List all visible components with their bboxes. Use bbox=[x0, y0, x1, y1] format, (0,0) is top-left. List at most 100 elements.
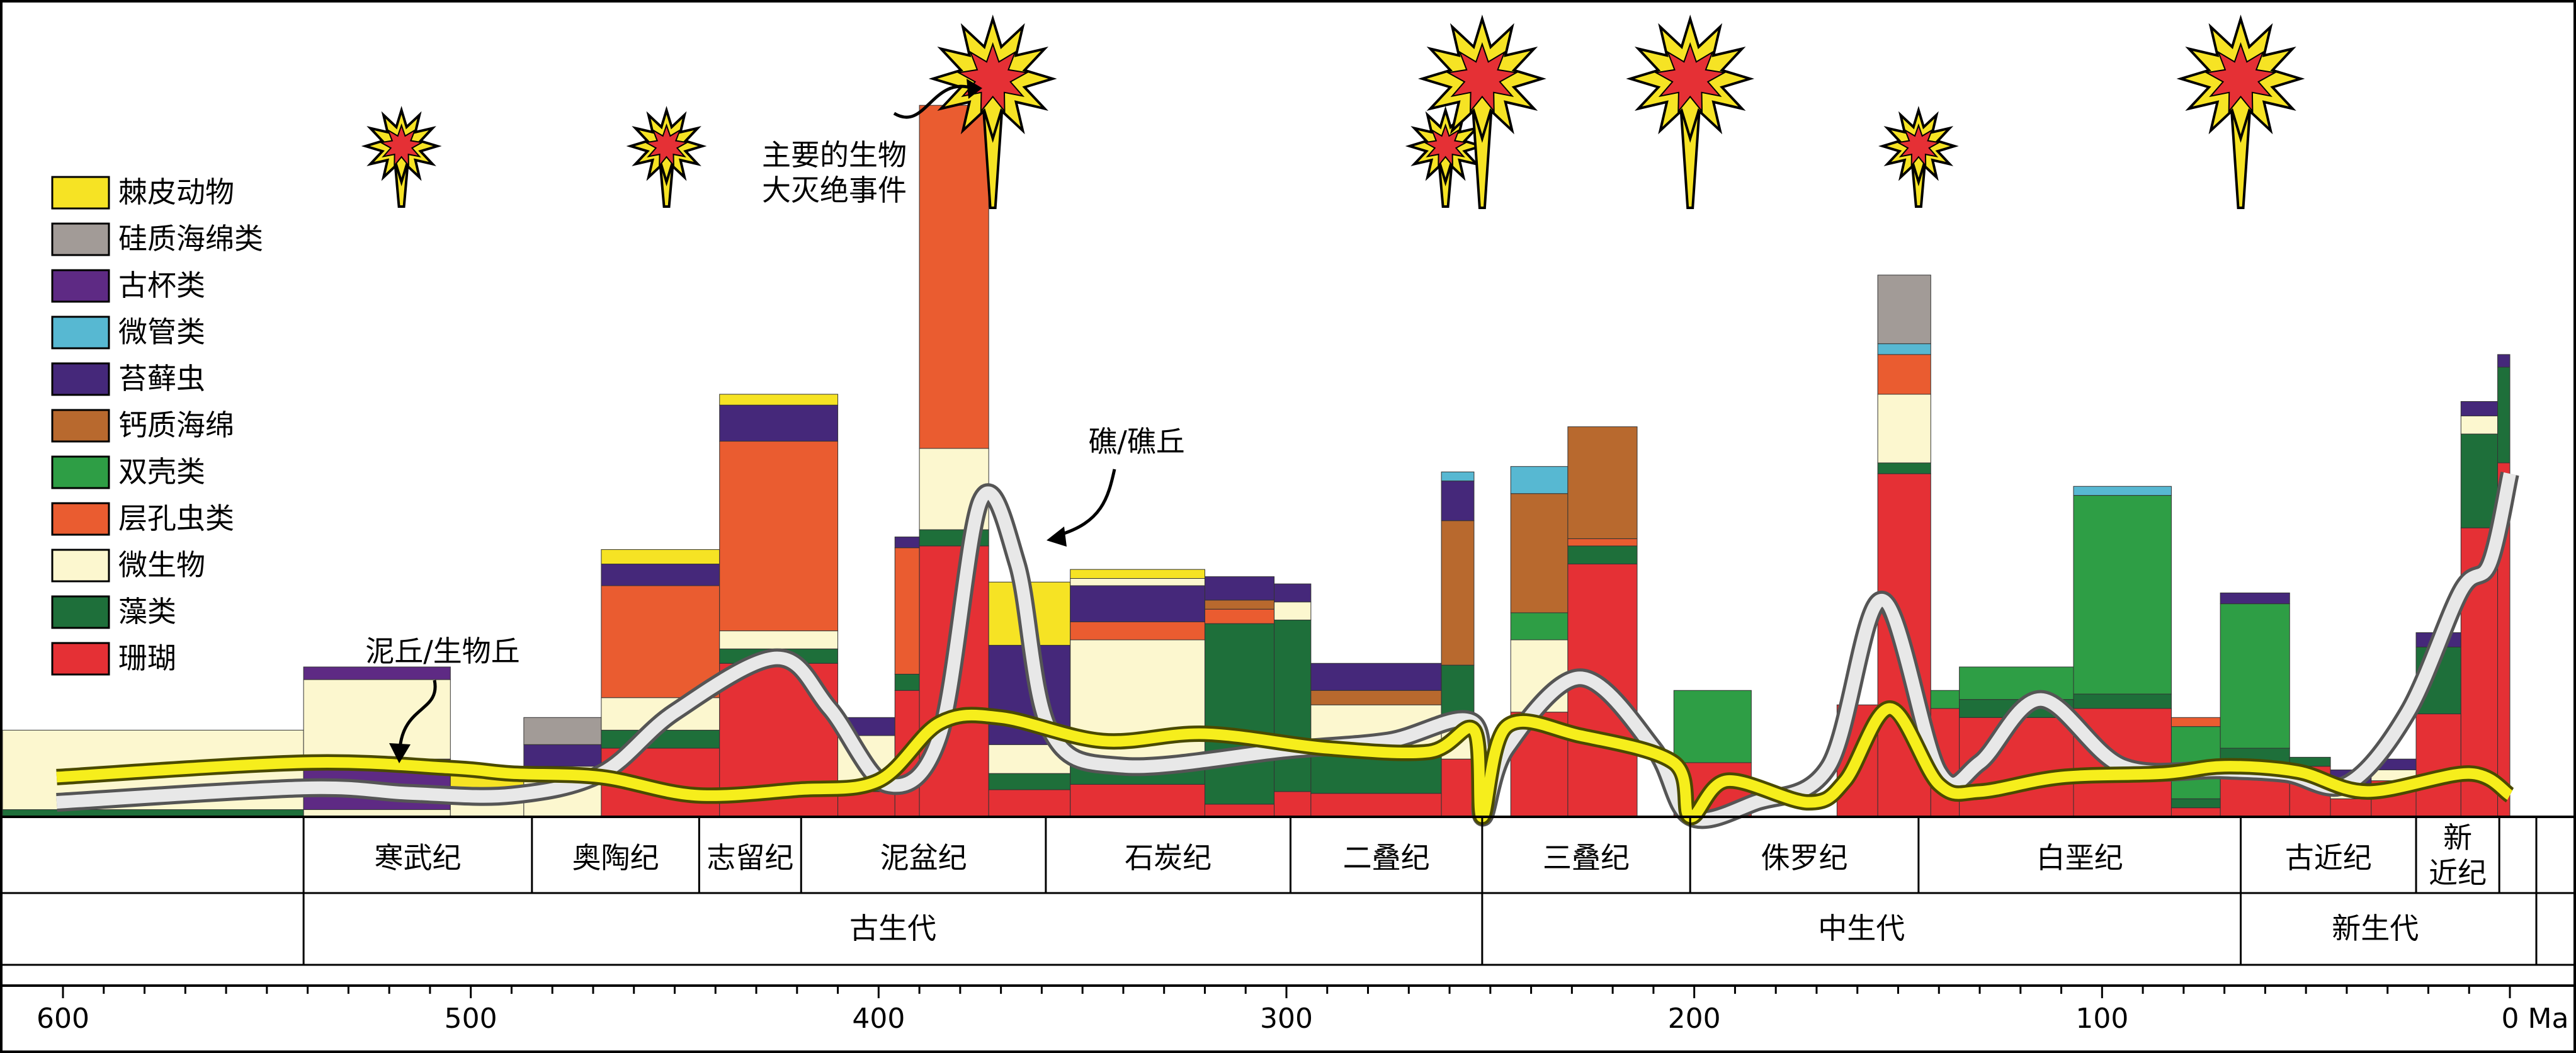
bar-segment-bryozoans bbox=[1274, 583, 1312, 603]
extinction-star-core bbox=[1896, 123, 1941, 168]
bar-segment-corals bbox=[2415, 714, 2461, 817]
bar-segment-bivalves bbox=[1510, 612, 1569, 640]
era-label: 新生代 bbox=[2332, 911, 2419, 945]
extinction-star-core bbox=[1654, 42, 1727, 113]
bar-segment-calcareous_sponges bbox=[1567, 426, 1638, 539]
extinction-label-arrowhead bbox=[967, 79, 982, 99]
mound-label-arrowhead bbox=[389, 743, 411, 763]
bar-segment-corals bbox=[2330, 798, 2372, 817]
legend-swatch-stromatoporoids bbox=[51, 502, 110, 536]
bar-segment-corals bbox=[1070, 783, 1205, 817]
reef-label-arrow bbox=[1057, 469, 1116, 537]
bar-segment-bryozoans bbox=[1204, 576, 1275, 601]
bar-segment-microtubes bbox=[2073, 486, 2172, 496]
bar-segment-echinoderms bbox=[601, 549, 720, 565]
extinction-star-core bbox=[956, 42, 1029, 113]
bar-segment-corals bbox=[1310, 793, 1442, 817]
legend-swatch-bivalves bbox=[51, 455, 110, 489]
bar-segment-siliceous_sponges bbox=[1877, 275, 1931, 344]
bar-segment-microtubes bbox=[1441, 471, 1475, 482]
bar-segment-echinoderms bbox=[719, 394, 839, 406]
period-label: 寒武纪 bbox=[374, 841, 461, 875]
bar-segment-bryozoans bbox=[2220, 592, 2290, 605]
bar-segment-corals bbox=[1441, 758, 1475, 817]
bar-segment-algae bbox=[2073, 693, 2172, 709]
period-label: 白垩纪 bbox=[2036, 841, 2123, 875]
bar-segment-microbes bbox=[1070, 578, 1205, 586]
legend-label: 珊瑚 bbox=[118, 641, 176, 675]
legend-swatch-siliceous_sponges bbox=[51, 222, 110, 256]
extinction-star-core bbox=[2204, 42, 2277, 113]
axis-tick-label: 100 bbox=[2075, 1003, 2128, 1035]
legend-label: 层孔虫类 bbox=[118, 501, 234, 535]
period-label: 志留纪 bbox=[706, 841, 793, 875]
extinction-label-line1: 主要的生物 bbox=[762, 138, 907, 172]
period-label: 古近纪 bbox=[2285, 841, 2372, 875]
bar-segment-calcareous_sponges bbox=[1441, 520, 1475, 666]
bar-segment-algae bbox=[1274, 619, 1312, 792]
legend-swatch-calcareous_sponges bbox=[51, 409, 110, 443]
bar-segment-stromatoporoids bbox=[894, 547, 920, 674]
bar-segment-stromatoporoids bbox=[1070, 621, 1205, 640]
bar-segment-bivalves bbox=[2220, 603, 2290, 749]
bar-segment-bryozoans bbox=[1441, 481, 1475, 521]
bar-segment-algae bbox=[894, 673, 920, 691]
bar-segment-algae bbox=[988, 773, 1071, 790]
bar-segment-stromatoporoids bbox=[719, 441, 839, 632]
bar-segment-bryozoans bbox=[523, 744, 602, 767]
extinction-star-core bbox=[644, 123, 689, 168]
extinction-star-core bbox=[1422, 123, 1468, 168]
extinction-star-core bbox=[1446, 42, 1519, 113]
axis-tick-label: 400 bbox=[852, 1003, 905, 1035]
period-label: 奥陶纪 bbox=[572, 841, 659, 875]
bar-segment-bryozoans bbox=[894, 537, 920, 549]
bar-segment-bivalves bbox=[1959, 666, 2074, 700]
legend-swatch-corals bbox=[51, 642, 110, 676]
axis-tick-label: 0 Ma bbox=[2502, 1003, 2569, 1035]
bar-segment-stromatoporoids bbox=[1204, 608, 1275, 624]
bar-segment-bryozoans bbox=[601, 564, 720, 586]
period-label: 泥盆纪 bbox=[880, 841, 967, 875]
legend-label: 苔藓虫 bbox=[118, 361, 205, 396]
bar-segment-microbes bbox=[719, 630, 839, 649]
bar-segment-corals bbox=[1204, 804, 1275, 817]
bar-segment-microbes bbox=[1877, 394, 1931, 464]
bar-segment-stromatoporoids bbox=[1567, 538, 1638, 547]
axis-tick-label: 600 bbox=[37, 1003, 89, 1035]
legend-label: 藻类 bbox=[118, 595, 176, 629]
bar-segment-corals bbox=[2170, 807, 2221, 817]
bar-segment-microbes bbox=[1274, 601, 1312, 620]
bar-segment-microtubes bbox=[1877, 343, 1931, 355]
bar-segment-bryozoans bbox=[719, 404, 839, 442]
bar-segment-corals bbox=[988, 789, 1071, 817]
extinction-label-arrow bbox=[893, 84, 973, 119]
axis-tick-label: 200 bbox=[1668, 1003, 1721, 1035]
legend-swatch-microtubes bbox=[51, 316, 110, 350]
bar-segment-calcareous_sponges bbox=[1204, 600, 1275, 610]
bar-segment-algae bbox=[1204, 623, 1275, 805]
period-label: 三叠纪 bbox=[1543, 841, 1630, 875]
legend-label: 微生物 bbox=[118, 548, 205, 582]
bar-segment-microtubes bbox=[1510, 466, 1569, 494]
axis-tick-label: 500 bbox=[445, 1003, 497, 1035]
extinction-layer bbox=[361, 14, 2305, 209]
bar-segment-algae bbox=[2497, 367, 2511, 464]
legend-label: 钙质海绵 bbox=[118, 408, 234, 442]
bar-segment-calcareous_sponges bbox=[1510, 493, 1569, 613]
bar-segment-bivalves bbox=[2073, 495, 2172, 695]
bar-segment-bryozoans bbox=[1310, 663, 1442, 691]
bar-segment-echinoderms bbox=[1070, 569, 1205, 579]
legend-swatch-algae bbox=[51, 595, 110, 629]
bar-segment-microbes bbox=[303, 679, 451, 760]
bar-segment-algae bbox=[1567, 545, 1638, 565]
era-label: 古生代 bbox=[849, 911, 936, 945]
legend-label: 棘皮动物 bbox=[118, 175, 234, 209]
bar-segment-siliceous_sponges bbox=[523, 717, 602, 745]
bar-segment-algae bbox=[2460, 433, 2499, 528]
legend-swatch-bryozoans bbox=[51, 362, 110, 396]
legend-swatch-archaeocyaths bbox=[51, 269, 110, 303]
extinction-label-line2: 大灭绝事件 bbox=[762, 173, 907, 207]
bar-segment-algae bbox=[2170, 798, 2221, 809]
